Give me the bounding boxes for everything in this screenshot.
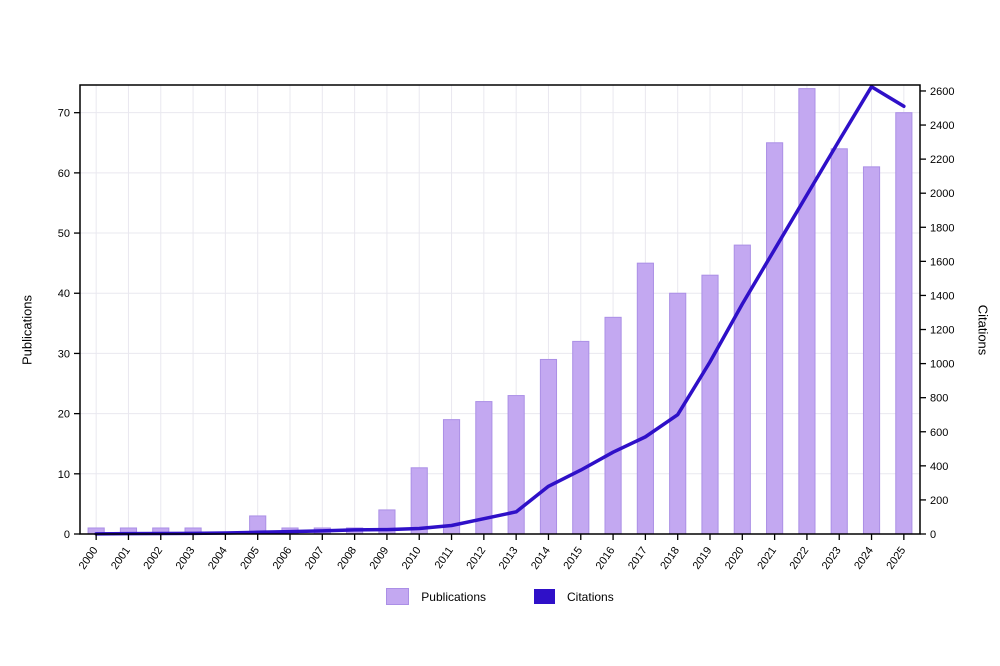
- bar-2014: [539, 358, 558, 535]
- x-tick-label-2022: 2022: [788, 545, 812, 572]
- right-tick-label-800: 800: [930, 393, 948, 405]
- axis-ticks: [74, 90, 926, 540]
- right-tick-label-2400: 2400: [930, 120, 954, 132]
- x-tick-label-2011: 2011: [433, 545, 456, 571]
- left-tick-label-70: 70: [58, 108, 70, 120]
- bar-2025: [895, 112, 913, 535]
- legend-label-citations: Citations: [567, 589, 614, 604]
- left-tick-label-50: 50: [58, 228, 70, 240]
- right-tick-label-1400: 1400: [930, 290, 954, 302]
- right-tick-label-1800: 1800: [930, 222, 954, 234]
- x-tick-label-2008: 2008: [335, 545, 359, 572]
- x-tick-label-2017: 2017: [626, 545, 650, 572]
- citations-swatch-icon: [534, 589, 556, 604]
- axis-tick-labels: 2000 2001 2002 2003 2004 2005 2006 2007 2008 2009…: [58, 86, 955, 572]
- right-tick-label-1600: 1600: [930, 256, 954, 268]
- x-tick-label-2013: 2013: [497, 545, 521, 572]
- publications-bars: [87, 88, 913, 535]
- left-tick-label-60: 60: [58, 168, 70, 180]
- legend-item-publications: Publications: [386, 588, 486, 605]
- x-tick-label-2009: 2009: [368, 545, 392, 572]
- right-axis-title: Citations: [975, 304, 991, 356]
- right-tick-label-2200: 2200: [930, 154, 954, 166]
- x-tick-label-2001: 2001: [109, 545, 133, 572]
- x-tick-label-2023: 2023: [820, 545, 844, 572]
- left-tick-label-40: 40: [58, 288, 70, 300]
- bar-2022: [798, 88, 816, 535]
- x-tick-label-2012: 2012: [464, 545, 488, 572]
- x-tick-label-2024: 2024: [852, 545, 876, 572]
- right-tick-label-1000: 1000: [930, 359, 954, 371]
- right-tick-label-2600: 2600: [930, 86, 954, 98]
- x-tick-label-2006: 2006: [271, 545, 295, 572]
- x-tick-label-2025: 2025: [884, 545, 908, 572]
- gridlines: [80, 85, 920, 534]
- bar-2016: [604, 316, 622, 535]
- x-tick-label-2018: 2018: [658, 545, 682, 572]
- right-tick-label-2000: 2000: [930, 188, 954, 200]
- bar-2012: [475, 401, 493, 535]
- bar-2011: [442, 419, 461, 535]
- right-tick-label-1200: 1200: [930, 325, 954, 337]
- x-tick-label-2004: 2004: [206, 545, 230, 572]
- bar-2021: [766, 142, 784, 535]
- right-tick-label-0: 0: [930, 529, 936, 541]
- x-tick-label-2021: 2021: [755, 545, 779, 572]
- x-tick-label-2016: 2016: [594, 545, 618, 572]
- right-tick-label-400: 400: [930, 461, 948, 473]
- x-tick-label-2010: 2010: [400, 545, 424, 572]
- bar-2010: [410, 467, 428, 535]
- legend-label-publications: Publications: [421, 589, 487, 604]
- legend-item-citations: Citations: [534, 589, 614, 604]
- x-tick-label-2000: 2000: [77, 545, 101, 572]
- left-tick-label-0: 0: [64, 529, 70, 541]
- publications-swatch-icon: [386, 588, 410, 605]
- right-tick-label-200: 200: [930, 495, 948, 507]
- left-tick-label-10: 10: [58, 469, 70, 481]
- x-tick-label-2007: 2007: [303, 545, 327, 572]
- right-tick-label-600: 600: [930, 427, 948, 439]
- x-tick-label-2014: 2014: [529, 545, 553, 572]
- left-tick-label-30: 30: [58, 348, 70, 360]
- x-tick-label-2005: 2005: [238, 545, 262, 572]
- citations-line: [94, 84, 906, 536]
- bar-2019: [701, 274, 719, 535]
- left-axis-title: Publications: [19, 294, 35, 366]
- left-tick-label-20: 20: [58, 409, 70, 421]
- bar-2024: [862, 166, 881, 535]
- x-tick-label-2019: 2019: [691, 545, 715, 572]
- x-tick-label-2003: 2003: [174, 545, 198, 572]
- plot-frame: [79, 84, 921, 535]
- bar-2020: [733, 244, 751, 535]
- legend: Publications Citations: [80, 588, 920, 605]
- bar-2015: [572, 340, 590, 535]
- x-tick-label-2015: 2015: [561, 545, 585, 572]
- bar-2017: [636, 262, 654, 535]
- x-tick-label-2002: 2002: [141, 545, 165, 572]
- bar-2023: [830, 148, 848, 535]
- x-tick-label-2020: 2020: [723, 545, 747, 572]
